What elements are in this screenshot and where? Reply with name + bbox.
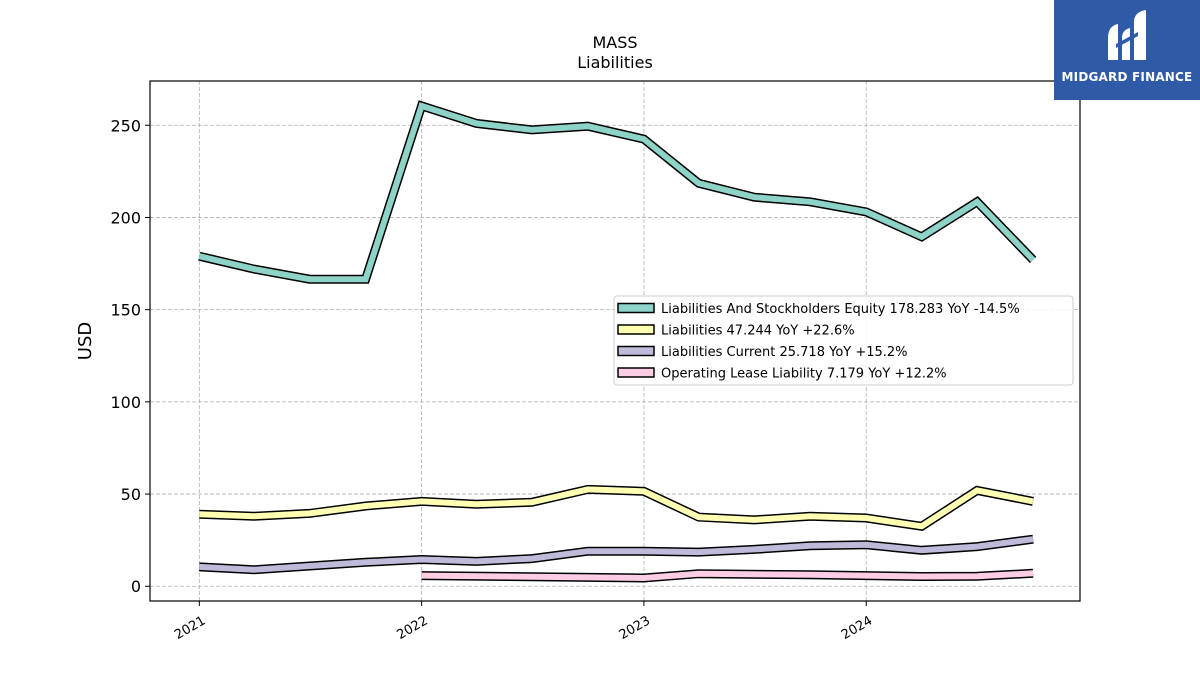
legend-box <box>613 295 1074 386</box>
chart-title: MASS <box>592 33 637 52</box>
series-outline <box>199 484 1034 532</box>
series-line <box>421 570 1034 582</box>
x-tick-label: 2023 <box>617 613 653 643</box>
brand-logo: MIDGARD FINANCE <box>1054 0 1200 100</box>
series-line <box>198 102 1036 283</box>
legend-swatch <box>617 367 655 378</box>
chart-subtitle: Liabilities <box>577 53 653 72</box>
y-tick-label: 0 <box>131 577 141 596</box>
series-operating-lease-liability <box>421 568 1034 583</box>
legend-label: Liabilities And Stockholders Equity 178.… <box>661 302 1020 317</box>
legend-swatch <box>617 345 655 357</box>
series-line <box>199 536 1034 573</box>
y-tick-label: 150 <box>110 301 141 320</box>
y-tick-label: 200 <box>110 208 141 227</box>
y-tick-label: 250 <box>110 116 141 135</box>
y-axis-label: USD <box>75 322 96 360</box>
legend-label: Operating Lease Liability 7.179 YoY +12.… <box>661 367 947 382</box>
x-tick-label: 2022 <box>394 613 430 643</box>
plot-frame <box>149 80 1081 602</box>
series-line <box>199 486 1034 530</box>
midgard-logo-icon <box>1108 10 1146 60</box>
y-tick-label: 50 <box>121 485 141 504</box>
series-group <box>198 100 1037 583</box>
legend-label: Liabilities 47.244 YoY +22.6% <box>661 324 855 339</box>
y-tick-label: 100 <box>110 393 141 412</box>
legend: Liabilities And Stockholders Equity 178.… <box>613 295 1074 386</box>
series-liabilities-current <box>199 534 1034 575</box>
legend-swatch <box>617 302 655 314</box>
series-liabilities-and-stockholders-equity <box>198 100 1037 284</box>
series-liabilities <box>199 484 1034 532</box>
legend-label: Liabilities Current 25.718 YoY +15.2% <box>661 345 908 360</box>
brand-name: MIDGARD FINANCE <box>1061 70 1193 84</box>
x-tick-label: 2021 <box>172 613 208 643</box>
legend-swatch <box>617 324 655 335</box>
x-tick-label: 2024 <box>839 613 875 643</box>
